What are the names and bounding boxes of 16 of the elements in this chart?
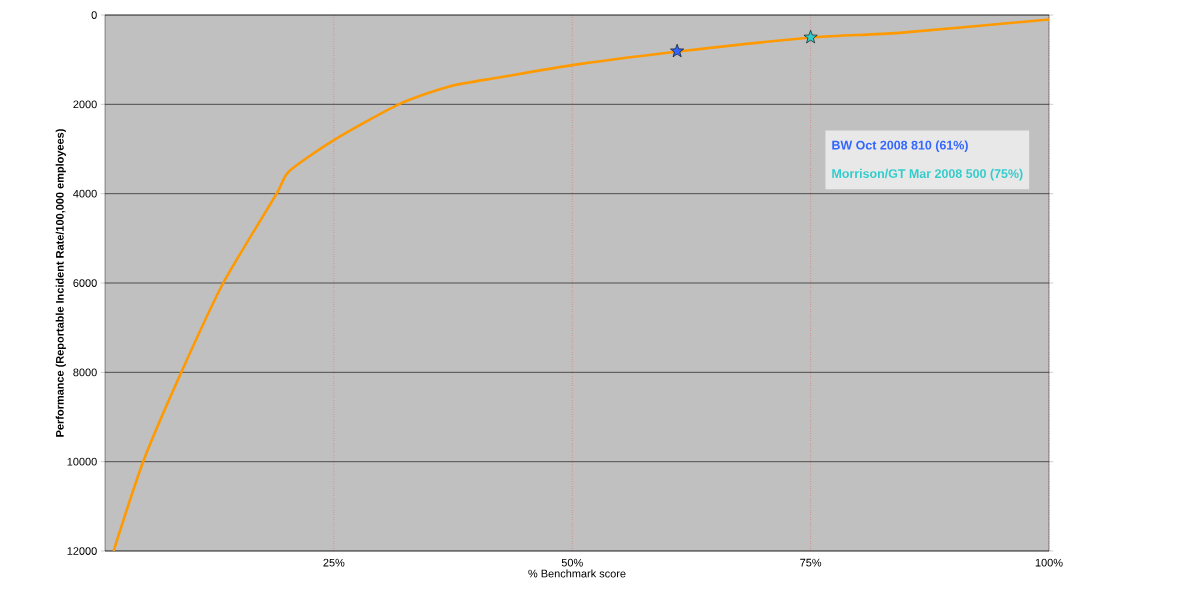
x-tick-label: 100% [1035,558,1063,567]
y-tick-label: 6000 [73,279,97,287]
y-tick-label: 12000 [67,547,97,555]
line-series [112,18,1050,552]
x-tick-label: 50% [561,558,583,567]
y-tick-label: 0 [91,11,97,19]
y-tick-label: 10000 [67,457,97,466]
y-axis-title: Performance (Reportable Incident Rate/100,000 employees) [55,129,66,437]
text: Morrison/GT Mar 2008 500 (75%) [832,168,1023,181]
y-tick-label: 2000 [73,100,97,109]
x-tick-label: 25% [323,558,345,567]
x-axis-title: % Benchmark score [528,569,626,578]
text: BW Oct 2008 810 (61%) [832,140,968,152]
y-tick-label: 4000 [73,189,97,198]
x-tick-label: 75% [800,558,822,567]
y-tick-label: 8000 [73,368,97,377]
